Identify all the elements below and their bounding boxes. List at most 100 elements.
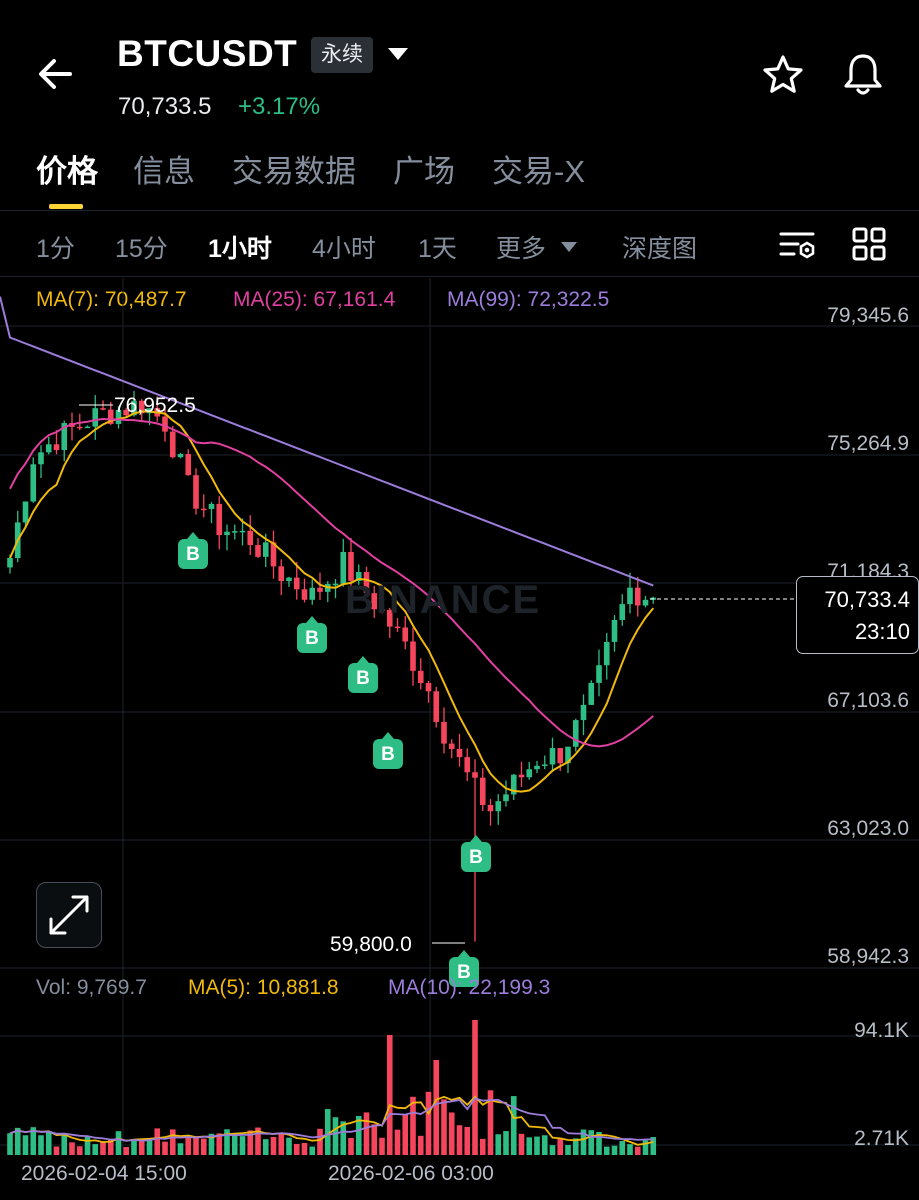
candle-body [309,587,316,600]
volume-bar [464,1126,471,1155]
candle-body [518,774,525,778]
candle-body [340,551,347,584]
volume-bar [115,1131,122,1155]
volume-bar [239,1136,246,1155]
volume-bar [518,1133,525,1155]
contract-type-badge: 永续 [311,37,373,73]
ma25-label: MA(25): 67,161.4 [233,288,396,311]
volume-bar [231,1132,238,1155]
current-price-value: 70,733.4 [824,587,910,612]
buy-marker[interactable]: B [449,950,479,987]
ma-lines [0,296,655,793]
candle-body [448,743,455,750]
volume-bar [627,1144,633,1155]
candle-body [216,503,223,536]
tab-square[interactable]: 广场 [393,154,455,189]
ma7-label: MA(7): 70,487.7 [36,288,187,311]
buy-marker[interactable]: B [461,835,491,872]
volume-bar [642,1140,649,1155]
interval-more[interactable]: 更多 [496,235,547,263]
candle-body [487,804,494,812]
volume-bar [526,1137,533,1155]
volume-axis-top: 94.1K [854,1019,909,1042]
volume-bar [355,1116,362,1155]
candle-body [425,683,432,692]
star-icon[interactable] [760,52,806,103]
volume-bar [557,1137,564,1155]
volume-bar [603,1146,610,1155]
buy-marker[interactable]: B [297,616,327,653]
candle-body [348,551,354,581]
tab-trading-data[interactable]: 交易数据 [232,154,356,189]
expand-chart-button[interactable] [36,882,102,948]
volume-bar [588,1130,595,1155]
volume-bar [92,1144,99,1155]
interval-1m[interactable]: 1分 [36,235,75,263]
candle-body [7,558,13,568]
candle-body [193,475,199,509]
bell-icon[interactable] [840,50,886,103]
grid-layout-icon[interactable] [852,227,886,266]
price-axis-label: 67,103.6 [827,689,909,712]
volume-bar [433,1060,440,1155]
buy-marker[interactable]: B [373,732,403,769]
candle-body [371,593,378,610]
volume-bar [611,1145,618,1155]
caret-down-icon[interactable] [560,240,578,258]
candle-body [534,765,540,770]
volume-bar [224,1129,230,1155]
candle-body [169,431,176,458]
chevron-down-icon[interactable] [386,46,410,67]
volume-ma-lines [9,1095,654,1146]
volume-bar [154,1128,161,1155]
symbol-title[interactable]: BTCUSDT [117,33,298,74]
candle-body [293,577,300,590]
candle-body [162,416,168,432]
volume-bar [131,1138,137,1155]
volume-bar [146,1137,153,1155]
candle-body [510,774,517,795]
candle-body [441,721,447,744]
volume-bar [425,1091,432,1155]
interval-1d[interactable]: 1天 [418,235,457,263]
candle-body [410,641,416,671]
candle-body [417,670,424,684]
interval-4h[interactable]: 4小时 [312,235,376,263]
tab-price[interactable]: 价格 [36,154,98,189]
candle-body [100,408,106,410]
candle-body [394,626,401,629]
depth-chart-tab[interactable]: 深度图 [622,235,698,263]
candle-body [495,801,502,812]
candle-body [45,444,52,453]
candle-body [115,409,122,424]
interval-15m[interactable]: 15分 [115,235,168,263]
volume-bar [456,1125,463,1155]
candle-body [402,627,409,642]
interval-1h[interactable]: 1小时 [208,235,272,263]
ma25-line [9,417,654,748]
volume-bar [162,1141,168,1155]
chart-annotations [79,404,797,944]
volume-bar [363,1112,370,1155]
tab-trade-x[interactable]: 交易-X [492,154,585,189]
volume-bar [650,1137,657,1155]
candle-body [634,587,641,606]
candle-body [22,501,29,523]
chart-settings-icon[interactable] [778,228,818,267]
divider [0,276,919,277]
volume-bar [487,1090,494,1155]
buy-marker[interactable]: B [348,656,378,693]
candle-body [278,566,285,582]
candle-body [131,400,137,416]
back-arrow-icon[interactable] [30,48,86,100]
last-price: 70,733.5 [118,93,212,120]
tab-info[interactable]: 信息 [133,154,195,189]
volume-bar [541,1135,548,1155]
price-axis-label: 63,023.0 [827,817,909,840]
volume-ma5-label: MA(5): 10,881.8 [188,976,339,999]
price-axis-label: 79,345.6 [827,304,909,327]
buy-marker[interactable]: B [178,532,208,569]
volume-axis-bottom: 2.71K [854,1127,909,1150]
volume-bar [386,1035,393,1155]
